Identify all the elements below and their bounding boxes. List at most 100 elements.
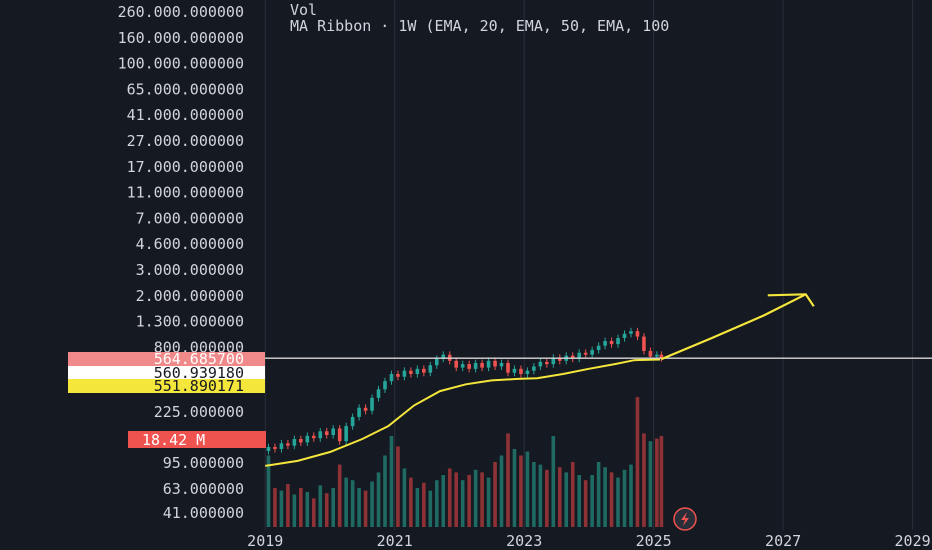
volume-bar [350,480,355,527]
legend-vol[interactable]: Vol [290,1,318,19]
volume-bar [499,455,504,527]
volume-bar [376,472,381,527]
y-tick-label: 800.000000 [154,338,244,356]
x-tick-label: 2023 [506,532,542,550]
volume-series [266,397,664,527]
candle [273,447,277,449]
volume-bar [454,472,459,527]
volume-bar [286,484,290,527]
grid [264,0,914,530]
projection-arrow[interactable] [660,293,815,361]
candle [473,362,478,369]
x-tick-label: 2027 [765,532,801,550]
candle [409,370,413,374]
volume-bar [596,462,601,527]
candle [659,354,664,359]
candle [370,397,374,411]
price-tag-bg [68,366,265,380]
price-tag-last-price: 564.685700 [154,350,244,368]
volume-bar [519,455,523,527]
candle [376,389,381,398]
volume-bar [590,475,594,527]
arrow-head [767,293,815,307]
legend-ma-ribbon[interactable]: MA Ribbon · 1W (EMA, 20, EMA, 50, EMA, 1… [290,17,670,35]
candle [616,338,620,345]
candle [383,381,387,390]
volume-bar [324,493,329,527]
y-tick-label: 4.600.000000 [136,235,244,253]
volume-bar [331,488,336,527]
volume-bar [622,469,627,527]
y-tick-label: 225.000000 [154,403,244,421]
volume-bar [493,462,497,527]
candle [642,336,646,351]
volume-bar [311,498,316,527]
candle [415,368,420,374]
candle [590,350,594,355]
candle [305,435,310,443]
volume-bar [655,438,659,527]
volume-bar [428,490,433,527]
volume-bar [609,472,614,527]
volume-bar [370,481,374,527]
volume-bar [434,480,439,527]
volume-bar [551,436,556,527]
volume-bar [629,464,633,527]
lightning-icon [681,512,689,526]
price-tag-bg [68,379,265,393]
candle [519,368,523,374]
volume-bar [473,469,478,527]
volume-bar [635,397,640,527]
volume-bar [460,480,465,527]
volume-bar [564,472,569,527]
volume-bar [363,490,368,527]
candle [480,362,484,368]
volume-bar [512,449,517,527]
y-tick-label: 7.000.000000 [136,209,244,227]
volume-bar [447,468,452,527]
volume-bar [292,494,297,527]
x-tick-label: 2029 [895,532,931,550]
candle [512,368,517,373]
candle [570,355,575,359]
candle [357,407,361,417]
volume-bar [396,446,400,527]
candle [525,370,530,374]
volume-bar [305,491,310,527]
ema-series [265,358,661,467]
candle [299,439,303,443]
lightning-replay-button[interactable] [673,507,697,531]
candle [622,333,627,338]
volume-bar [480,472,484,527]
candle [292,439,297,446]
candle [311,435,316,439]
y-tick-label: 17.000.000000 [127,158,244,176]
candle [538,361,543,367]
y-tick-label: 11.000.000000 [127,184,244,202]
candle [635,331,640,337]
volume-bar [583,480,588,527]
candle [324,431,329,436]
candle [434,358,439,366]
volume-bar [415,488,420,527]
volume-bar [299,488,303,527]
y-tick-label: 1.300.000000 [136,313,244,331]
volume-bar [279,490,284,527]
candle [396,373,400,377]
candle [460,364,465,368]
volume-bar [557,467,562,527]
volume-bar [577,475,581,527]
candle [557,357,562,361]
volume-tag-label: 18.42 M [142,431,205,449]
candle [389,373,394,382]
volume-bar [266,455,271,527]
candle [467,364,471,369]
y-tick-label: 160.000.000000 [118,29,244,47]
volume-bar [486,477,491,527]
volume-bar [402,468,407,527]
volume-bar [616,477,620,527]
volume-bar [441,475,446,527]
